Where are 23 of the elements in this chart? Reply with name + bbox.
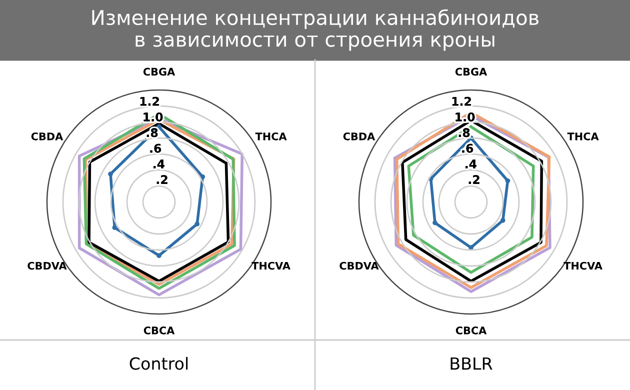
spoke-label: CBDA bbox=[343, 132, 376, 140]
text: BBLR bbox=[450, 357, 492, 370]
y-tick-label: 1.2 bbox=[452, 96, 471, 106]
spoke-label: CBCA bbox=[456, 326, 487, 334]
y-tick-label: .4 bbox=[466, 160, 477, 168]
spoke-label: CBCA bbox=[144, 326, 175, 334]
spoke-label: THCA bbox=[255, 132, 287, 140]
y-tick-label: .6 bbox=[462, 144, 474, 153]
y-tick-label: .6 bbox=[150, 144, 162, 153]
text: Изменение концентрации каннабиноидов в зависимости от строения кроны bbox=[92, 9, 539, 51]
text: Control bbox=[130, 356, 188, 370]
spoke-label: CBDVA bbox=[28, 262, 67, 270]
y-tick-label: 1.2 bbox=[140, 96, 159, 106]
spoke-label: CBGA bbox=[143, 68, 176, 76]
y-tick-label: .2 bbox=[468, 175, 480, 184]
spoke-label: THCA bbox=[567, 132, 599, 140]
spoke-label: CBDA bbox=[31, 132, 64, 140]
y-tick-label: .2 bbox=[156, 175, 168, 184]
spoke-label: CBDVA bbox=[340, 262, 379, 270]
y-tick-label: .4 bbox=[154, 160, 165, 168]
spoke-label: THCVA bbox=[252, 262, 290, 270]
spoke-label: THCVA bbox=[564, 262, 602, 270]
spoke-label: CBGA bbox=[455, 68, 488, 76]
